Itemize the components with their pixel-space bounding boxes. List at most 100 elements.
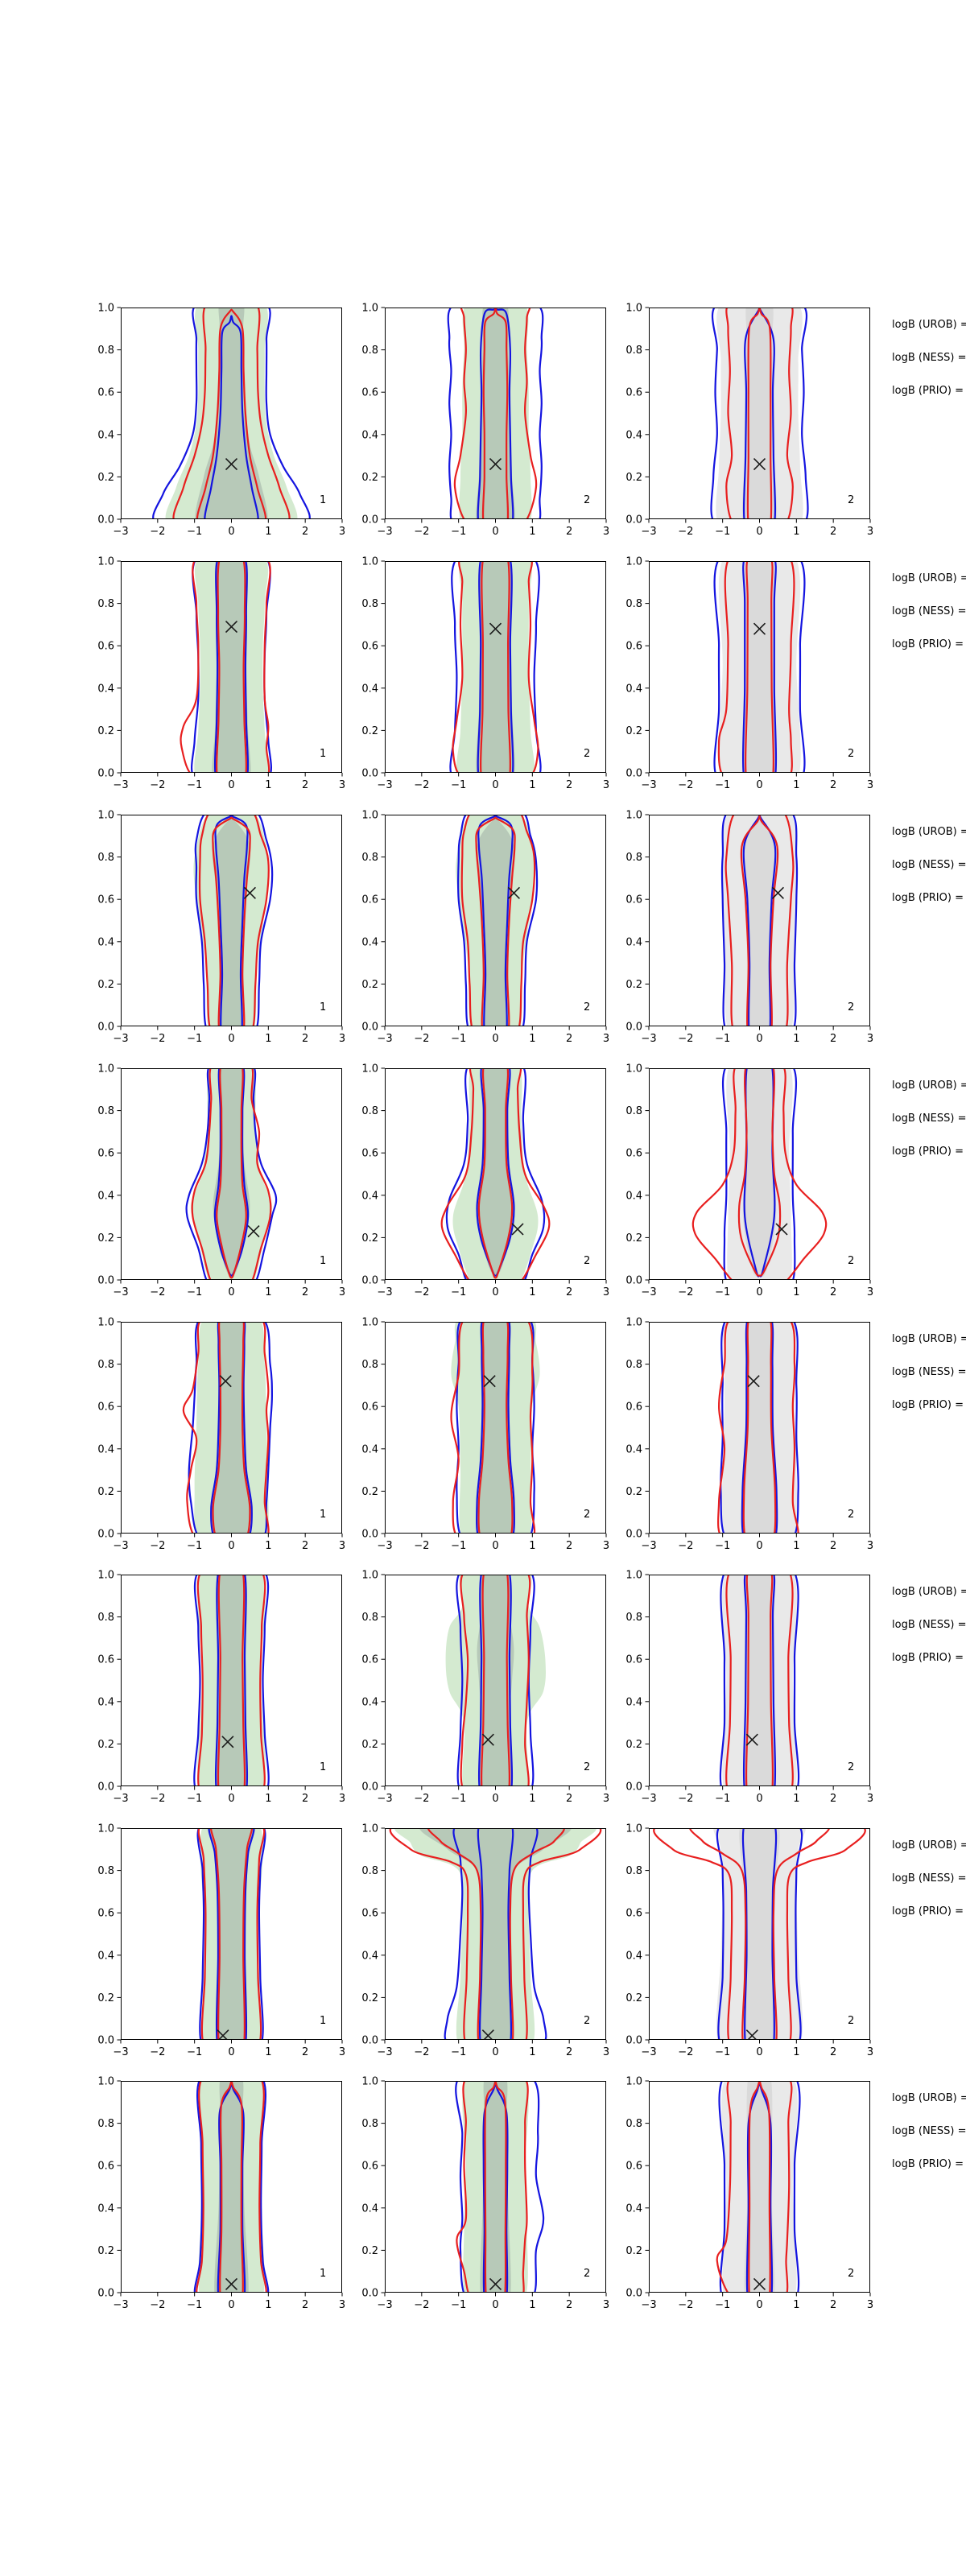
y-tick-label: 0.6: [625, 894, 642, 906]
red-contour-outer: [180, 561, 271, 773]
y-tick-label: 0.0: [97, 1275, 114, 1287]
y-tick-label: 1.0: [625, 1063, 642, 1075]
x-tick-label: −2: [678, 779, 693, 791]
red-contour-outer: [716, 2081, 793, 2293]
x-tick-label: −1: [451, 2299, 466, 2311]
blue-contour-inner: [741, 561, 778, 773]
panel-corner-label: 2: [584, 1255, 590, 1267]
x-tick-label: 0: [492, 2299, 498, 2311]
y-tick-label: 0.6: [361, 641, 378, 653]
contour-art: [193, 2081, 270, 2293]
x-tick-label: −2: [414, 1793, 429, 1805]
red-contour-inner: [196, 308, 267, 519]
subplot-canvas: 2 −3 −2 −1 0 1 2 3 0.0 0.2 0.4 0.6 0.8 1.0: [625, 1570, 873, 1806]
blue-contour-outer: [456, 1575, 535, 1786]
blue-contour-inner: [477, 561, 514, 773]
red-contour-outer: [197, 1828, 266, 2040]
y-tick-label: 0.4: [361, 429, 378, 441]
x-tick-label: −2: [150, 2046, 165, 2058]
blue-contour-outer: [152, 308, 311, 519]
x-tick-label: 0: [756, 1286, 762, 1298]
axes-spines: [121, 2081, 342, 2293]
subplot-r5c3: 2 −3 −2 −1 0 1 2 3 0.0 0.2 0.4 0.6 0.8 1.0: [625, 1317, 873, 1553]
subplot-r2c1: 1 −3 −2 −1 0 1 2 3 0.0 0.2 0.4 0.6 0.8 1.0: [97, 556, 345, 792]
y-tick-label: 0.0: [97, 768, 114, 780]
x-tick-label: 0: [228, 526, 234, 538]
y-tick-label: 0.8: [97, 1359, 114, 1371]
red-contour-inner: [427, 1828, 565, 2040]
subplot-r5c1: 1 −3 −2 −1 0 1 2 3 0.0 0.2 0.4 0.6 0.8 1.0: [97, 1317, 345, 1553]
y-tick-label: 0.0: [361, 1022, 378, 1034]
panel-corner-label: 2: [848, 1001, 854, 1013]
x-tick-label: 2: [566, 1793, 572, 1805]
blue-contour-outer: [447, 308, 544, 519]
subplot-canvas: 2 −3 −2 −1 0 1 2 3 0.0 0.2 0.4 0.6 0.8 1.0: [625, 1823, 873, 2059]
x-tick-label: −1: [715, 1033, 730, 1045]
red-contour-inner: [740, 815, 779, 1026]
x-tick-label: −2: [150, 779, 165, 791]
y-tick-label: 0.8: [97, 1865, 114, 1877]
x-marker: [225, 620, 238, 634]
x-tick-label: 2: [566, 2299, 572, 2311]
x-tick-label: −1: [187, 1286, 202, 1298]
x-tick-label: −1: [451, 779, 466, 791]
x-tick-label: 3: [603, 1793, 609, 1805]
panel-corner-label: 2: [584, 494, 590, 506]
subplot-r2c2: 2 −3 −2 −1 0 1 2 3 0.0 0.2 0.4 0.6 0.8 1.0: [361, 556, 609, 792]
subplot-canvas: 1 −3 −2 −1 0 1 2 3 0.0 0.2 0.4 0.6 0.8 1.0: [97, 1570, 345, 1806]
density-fill-dark: [741, 308, 778, 519]
blue-contour-outer: [718, 2081, 801, 2293]
x-marker: [745, 1733, 758, 1746]
x-tick-label: 2: [302, 1286, 308, 1298]
y-tick-label: 0.6: [361, 387, 378, 399]
contour-art: [691, 1068, 828, 1280]
y-tick-label: 0.6: [625, 1654, 642, 1666]
x-tick-label: 1: [529, 2046, 535, 2058]
red-contour-outer: [172, 308, 291, 519]
density-fill-dark: [212, 561, 251, 773]
blue-contour-inner: [477, 308, 514, 519]
y-tick-label: 0.6: [625, 1402, 642, 1414]
y-tick-label: 0.6: [97, 1402, 114, 1414]
y-tick-label: 0.8: [625, 345, 642, 357]
x-tick-label: 0: [756, 1793, 762, 1805]
axes-spines: [385, 1322, 606, 1534]
y-tick-label: 1.0: [361, 556, 378, 568]
y-tick-label: 0.8: [97, 345, 114, 357]
x-tick-label: 2: [566, 1033, 572, 1045]
x-tick-label: −2: [150, 1540, 165, 1552]
axes-spines: [385, 2081, 606, 2293]
subplot-r7c2: 2 −3 −2 −1 0 1 2 3 0.0 0.2 0.4 0.6 0.8 1.0: [361, 1823, 609, 2059]
axes-spines: [385, 308, 606, 519]
contour-art: [193, 815, 274, 1026]
x-tick-label: 1: [265, 2046, 271, 2058]
x-tick-label: 2: [830, 2299, 836, 2311]
density-fill-dark: [741, 1322, 778, 1534]
y-tick-label: 0.8: [625, 598, 642, 610]
x-marker: [753, 458, 766, 471]
x-tick-label: 2: [830, 2046, 836, 2058]
x-tick-label: −1: [451, 1286, 466, 1298]
y-tick-label: 0.6: [97, 894, 114, 906]
x-tick-label: −3: [641, 1286, 656, 1298]
logb-urob-label: logB (UROB) =: [892, 2092, 966, 2104]
y-tick-label: 1.0: [625, 556, 642, 568]
contour-art: [455, 2081, 545, 2293]
red-contour-outer: [440, 1068, 551, 1280]
x-tick-label: 2: [566, 779, 572, 791]
x-tick-label: −1: [715, 1540, 730, 1552]
x-tick-label: −2: [678, 2299, 693, 2311]
x-tick-label: 3: [603, 2299, 609, 2311]
x-marker: [483, 1375, 496, 1388]
y-tick-label: 0.6: [361, 1654, 378, 1666]
contour-art: [456, 815, 539, 1026]
subplot-canvas: 2 −3 −2 −1 0 1 2 3 0.0 0.2 0.4 0.6 0.8 1.0: [361, 2076, 609, 2312]
panel-corner-label: 2: [848, 494, 854, 506]
subplot-canvas: 2 −3 −2 −1 0 1 2 3 0.0 0.2 0.4 0.6 0.8 1.0: [361, 1063, 609, 1299]
axes-spines: [385, 1068, 606, 1280]
x-tick-label: −2: [414, 2046, 429, 2058]
blue-contour-outer: [720, 1322, 799, 1534]
y-tick-label: 0.6: [97, 2161, 114, 2173]
red-contour-outer: [389, 1828, 602, 2040]
logb-urob-label: logB (UROB) =: [892, 1080, 966, 1092]
